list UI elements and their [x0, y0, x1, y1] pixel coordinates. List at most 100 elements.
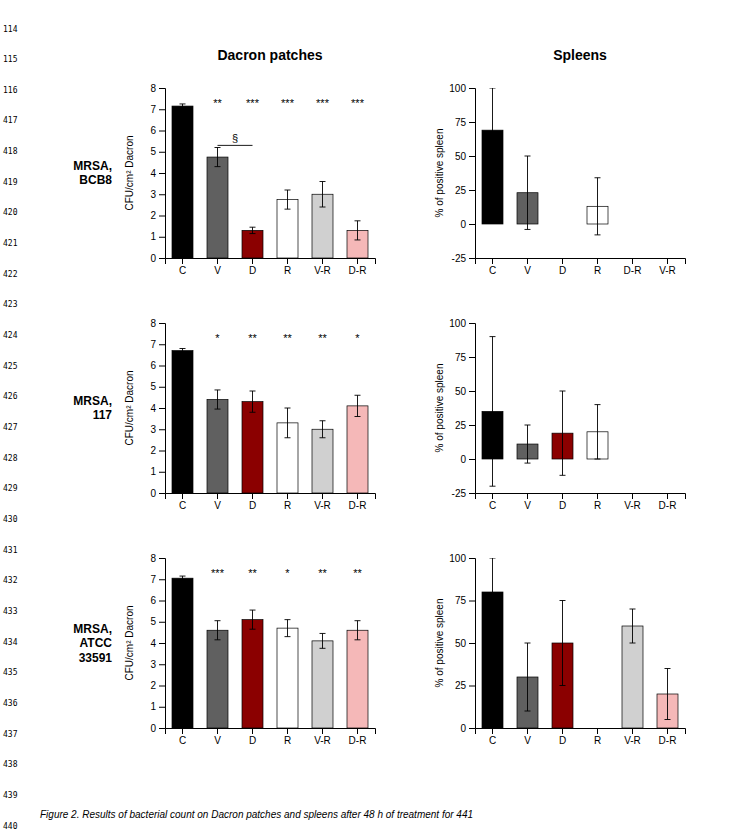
significance-label: **	[213, 97, 222, 109]
bar	[657, 459, 678, 460]
bar	[552, 224, 573, 225]
y-tick-label: 50	[455, 151, 467, 162]
y-tick: 2	[150, 445, 165, 456]
y-tick: 100	[449, 83, 475, 94]
x-tick: V-R	[314, 728, 331, 746]
x-tick-label: D	[249, 265, 256, 276]
error-bar	[595, 178, 601, 235]
x-tick-label: V-R	[659, 265, 676, 276]
x-tick-label: D-R	[349, 735, 367, 746]
y-tick-label: 7	[150, 104, 156, 115]
plot-area	[482, 337, 668, 487]
y-tick: 4	[150, 638, 165, 649]
x-tick: V-R	[624, 493, 641, 511]
x-tick-mark	[632, 493, 633, 499]
y-tick-label: 100	[449, 83, 466, 94]
y-tick: 0	[150, 488, 165, 499]
y-tick-label: 4	[150, 403, 156, 414]
x-tick-mark	[217, 493, 218, 499]
y-tick-mark	[469, 323, 475, 324]
bar	[242, 402, 263, 493]
y-tick-label: 75	[455, 595, 467, 606]
x-tick-label: V-R	[314, 500, 331, 511]
x-tick-mark	[597, 728, 598, 734]
error-bar	[320, 633, 326, 648]
x-axis: CVDRV-RD-R	[476, 493, 686, 511]
x-tick-mark	[287, 493, 288, 499]
chart: 012345678CVDRV-RD-RCFU/cm² Dacron*******…	[124, 553, 376, 746]
y-tick-mark	[159, 643, 165, 644]
x-tick-label: V	[524, 735, 531, 746]
y-tick-mark	[159, 387, 165, 388]
x-tick: C	[179, 493, 186, 511]
y-tick-mark	[469, 601, 475, 602]
x-tick: C	[179, 728, 186, 746]
x-tick-label: D-R	[624, 265, 642, 276]
chart: 012345678CVDRV-RD-RCFU/cm² Dacron*******…	[124, 318, 376, 511]
error-bar	[250, 227, 256, 233]
x-tick-label: R	[594, 735, 601, 746]
bar	[657, 224, 678, 225]
significance-label: **	[248, 332, 257, 344]
error-bar	[355, 621, 361, 640]
y-axis-label: % of positive spleen	[434, 599, 445, 688]
x-tick: V-R	[624, 728, 641, 746]
x-tick: C	[179, 258, 186, 276]
bar	[242, 620, 263, 728]
chart: 0255075100CVDRV-RD-R% of positive spleen	[434, 553, 686, 746]
x-tick-mark	[527, 493, 528, 499]
x-tick-mark	[182, 258, 183, 264]
y-tick-mark	[159, 451, 165, 452]
y-tick: 7	[150, 104, 165, 115]
x-tick-mark	[492, 728, 493, 734]
y-tick-mark	[159, 429, 165, 430]
y-tick: 0	[460, 454, 475, 465]
significance-label: ***	[281, 97, 295, 109]
x-tick-mark	[252, 493, 253, 499]
y-tick: 0	[460, 723, 475, 734]
y-tick-label: 1	[150, 466, 156, 477]
error-bar	[630, 609, 636, 643]
y-tick-mark	[469, 258, 475, 259]
y-tick-label: 100	[449, 553, 466, 564]
y-axis-label: CFU/cm² Dacron	[124, 370, 135, 445]
x-tick: R	[594, 493, 601, 511]
x-tick-mark	[287, 728, 288, 734]
y-tick-mark	[159, 109, 165, 110]
axis-line	[166, 729, 376, 735]
y-tick-label: 5	[150, 616, 156, 627]
error-bar	[285, 620, 291, 637]
y-tick-mark	[469, 357, 475, 358]
line-number: 417	[3, 116, 18, 125]
line-number: 431	[3, 546, 18, 555]
line-number: 439	[3, 791, 18, 800]
x-tick: D-R	[624, 258, 642, 276]
y-tick: 8	[150, 553, 165, 564]
significance-label: **	[283, 332, 292, 344]
x-tick: R	[594, 728, 601, 746]
y-tick-label: 100	[449, 318, 466, 329]
y-tick-label: 6	[150, 595, 156, 606]
figure: 1141151164174184194204214224234244254264…	[0, 0, 731, 839]
y-tick-label: 4	[150, 168, 156, 179]
plot-area	[482, 558, 678, 728]
y-tick: 75	[455, 352, 475, 363]
axis-line	[476, 494, 686, 500]
bar	[312, 641, 333, 728]
row-label: MRSA,117	[73, 394, 112, 422]
y-tick-mark	[469, 156, 475, 157]
y-tick: 6	[150, 360, 165, 371]
error-bar	[320, 182, 326, 208]
y-tick-label: 7	[150, 339, 156, 350]
x-tick-label: D-R	[659, 735, 677, 746]
y-axis: -250255075100	[449, 318, 475, 499]
significance-label: ***	[211, 567, 225, 579]
x-tick: V-R	[314, 493, 331, 511]
y-tick: 50	[455, 638, 475, 649]
y-axis: 012345678	[150, 553, 165, 734]
error-bar	[180, 104, 186, 108]
y-axis: 012345678	[150, 318, 165, 499]
significance-label: ***	[246, 97, 260, 109]
y-tick-mark	[469, 224, 475, 225]
y-tick-label: 4	[150, 638, 156, 649]
